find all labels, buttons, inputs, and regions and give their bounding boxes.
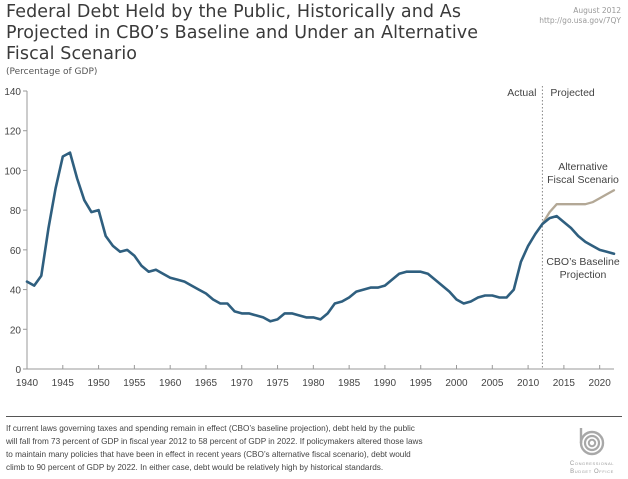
y-tick-label: 40 [10,286,22,297]
x-tick-label: 1945 [52,378,75,389]
x-tick-label: 2005 [481,378,504,389]
x-tick-label: 1995 [410,378,433,389]
chart-subtitle: (Percentage of GDP) [6,67,98,77]
publication-date: August 2012 [573,6,621,15]
y-tick-label: 140 [4,87,21,98]
baseline-label-line2: Projection [560,269,607,281]
x-tick-label: 1975 [266,378,289,389]
y-tick-label: 120 [4,127,21,138]
logo-text-line2: Budget Office [570,469,614,475]
y-tick-label: 80 [10,206,22,217]
x-tick-label: 1965 [195,378,218,389]
cbo-logo: Congressional Budget Office [566,426,618,476]
alternative-series-line [541,189,616,226]
alt-scenario-label-line2: Fiscal Scenario [547,174,619,186]
x-tick-label: 1940 [16,378,39,389]
x-tick-label: 1955 [123,378,146,389]
x-tick-label: 1985 [338,378,361,389]
series-lines [25,151,616,323]
footnote: If current laws governing taxes and spen… [6,424,423,472]
baseline-label-line1: CBO’s Baseline [546,256,620,268]
actual-projected-divider: Actual Projected [507,86,595,369]
x-tick-label: 2020 [589,378,612,389]
x-tick-label: 2010 [517,378,540,389]
y-tick-label: 100 [4,166,21,177]
x-tick-label: 1960 [159,378,182,389]
source-url[interactable]: http://go.usa.gov/7QY [539,16,621,25]
actual-label: Actual [507,87,536,99]
x-tick-label: 1950 [87,378,110,389]
y-tick-label: 60 [10,246,22,257]
x-tick-label: 1980 [302,378,325,389]
x-tick-label: 1990 [374,378,397,389]
x-tick-label: 2000 [445,378,468,389]
y-tick-label: 20 [10,325,22,336]
axes: 0 20 40 60 80 100 120 140 1940 1945 1950 1955 1960 19… [4,87,614,389]
baseline-series-line [25,151,616,323]
cbo-logo-icon [579,428,605,456]
chart-title: Federal Debt Held by the Public, Histori… [6,2,479,64]
y-tick-label: 0 [15,365,21,376]
x-tick-label: 2015 [553,378,576,389]
x-tick-label: 1970 [231,378,254,389]
logo-text-line1: Congressional [569,461,615,467]
footer-divider [6,416,622,417]
projected-label: Projected [550,87,595,99]
alt-scenario-label-line1: Alternative [558,161,608,173]
publication-info: August 2012 http://go.usa.gov/7QY [539,6,621,26]
line-chart: 0 20 40 60 80 100 120 140 1940 1945 1950 1955 1960 19… [4,86,620,389]
